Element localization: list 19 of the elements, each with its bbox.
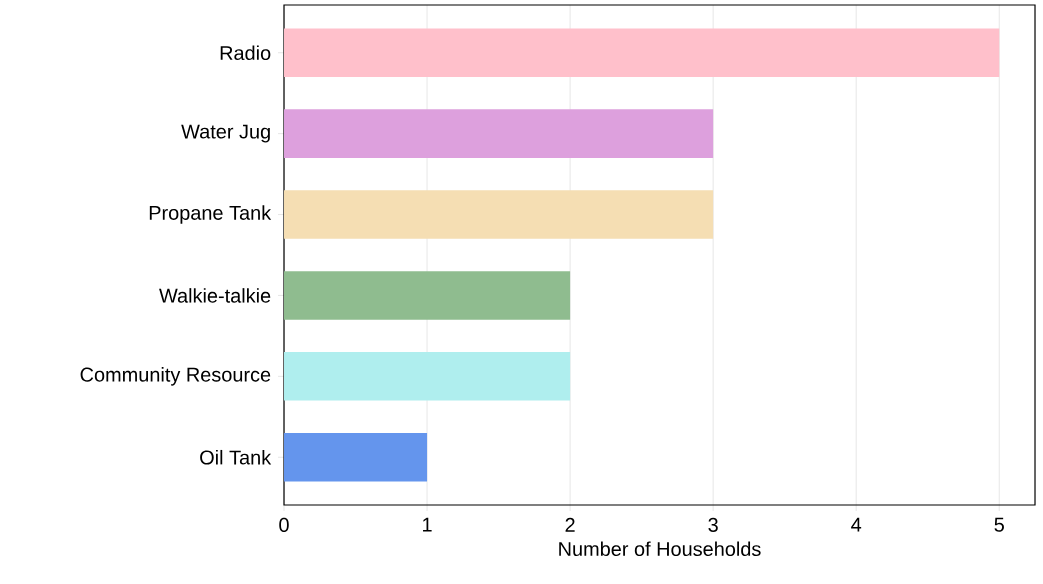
y-tick-label: Walkie-talkie: [159, 288, 271, 303]
y-tick-label: Radio: [220, 45, 271, 61]
bar: [284, 432, 428, 482]
x-tick-label: 1: [423, 517, 432, 532]
y-tick-label: Oil Tank: [200, 449, 272, 465]
bar: [284, 28, 1000, 77]
bar: [284, 190, 714, 239]
x-tick-label: 3: [708, 517, 718, 532]
bar: [284, 109, 714, 158]
bar: [284, 271, 571, 320]
x-tick-label: 5: [994, 517, 1004, 532]
y-tick-label: Water Jug: [181, 124, 270, 143]
bar: [284, 352, 571, 401]
y-tick-label: Community Resource: [80, 367, 271, 386]
x-tick-label: 2: [565, 517, 575, 532]
x-axis-title: Number of Households: [559, 541, 761, 557]
y-tick-label: Propane Tank: [149, 205, 272, 224]
x-tick-label: 4: [851, 517, 862, 532]
x-tick-label: 0: [279, 517, 289, 532]
